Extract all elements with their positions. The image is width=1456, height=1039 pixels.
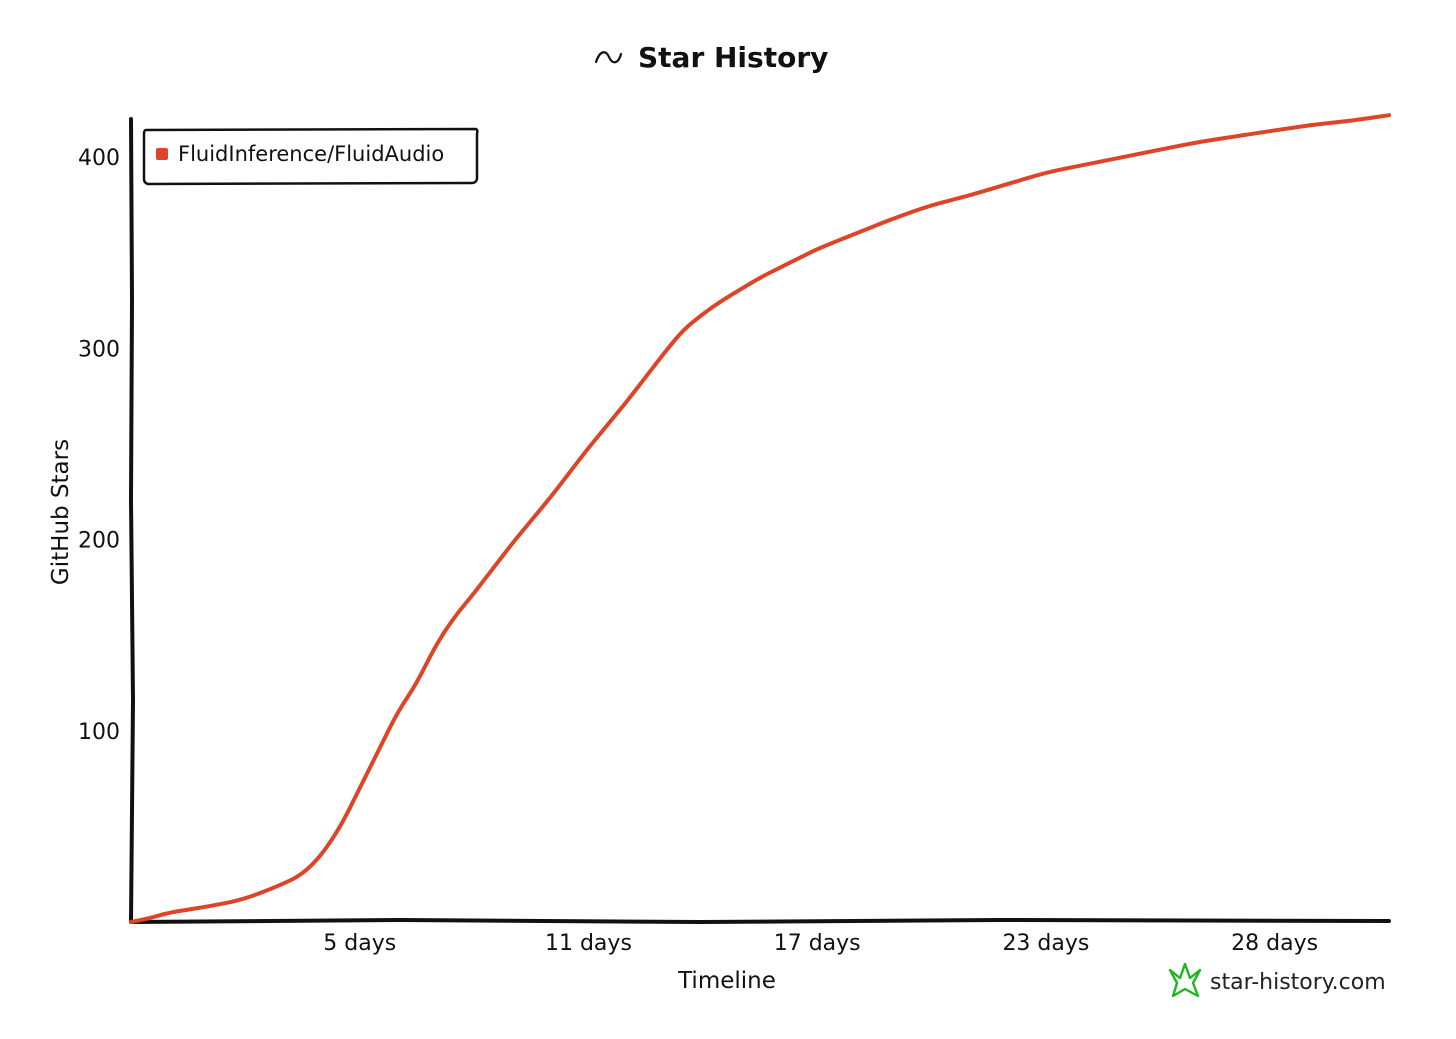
y-tick-label: 300: [78, 337, 120, 362]
footer-brand: star-history.com: [1168, 962, 1386, 998]
chart-title: Star History: [638, 41, 828, 74]
y-tick-label: 100: [78, 720, 120, 745]
legend-entry-label: FluidInference/FluidAudio: [178, 142, 444, 166]
y-tick-labels: 100 200 300 400: [78, 146, 120, 745]
y-tick-label: 400: [78, 146, 120, 171]
x-axis-label: Timeline: [677, 968, 776, 994]
trend-wave-icon: [594, 51, 623, 64]
x-axis-line: [129, 917, 1391, 925]
x-tick-label: 17 days: [774, 931, 861, 956]
x-tick-label: 28 days: [1231, 931, 1318, 956]
legend: FluidInference/FluidAudio: [142, 127, 479, 186]
y-axis-label: GitHub Stars: [48, 439, 74, 585]
series-line-0: [129, 113, 1391, 924]
x-tick-label: 11 days: [545, 931, 632, 956]
x-tick-label: 23 days: [1002, 931, 1089, 956]
y-tick-label: 200: [78, 529, 120, 554]
series-group: [129, 113, 1391, 924]
legend-box: [142, 127, 479, 186]
y-axis-line: [128, 117, 136, 924]
chart-title-group: Star History: [594, 41, 828, 74]
x-tick-labels: 5 days 11 days 17 days 23 days 28 days: [323, 931, 1318, 956]
footer-site-text: star-history.com: [1210, 970, 1386, 995]
x-tick-label: 5 days: [323, 931, 396, 956]
axes-group: [128, 117, 1391, 925]
legend-swatch: [156, 148, 168, 160]
star-history-logo-icon: [1168, 962, 1202, 998]
